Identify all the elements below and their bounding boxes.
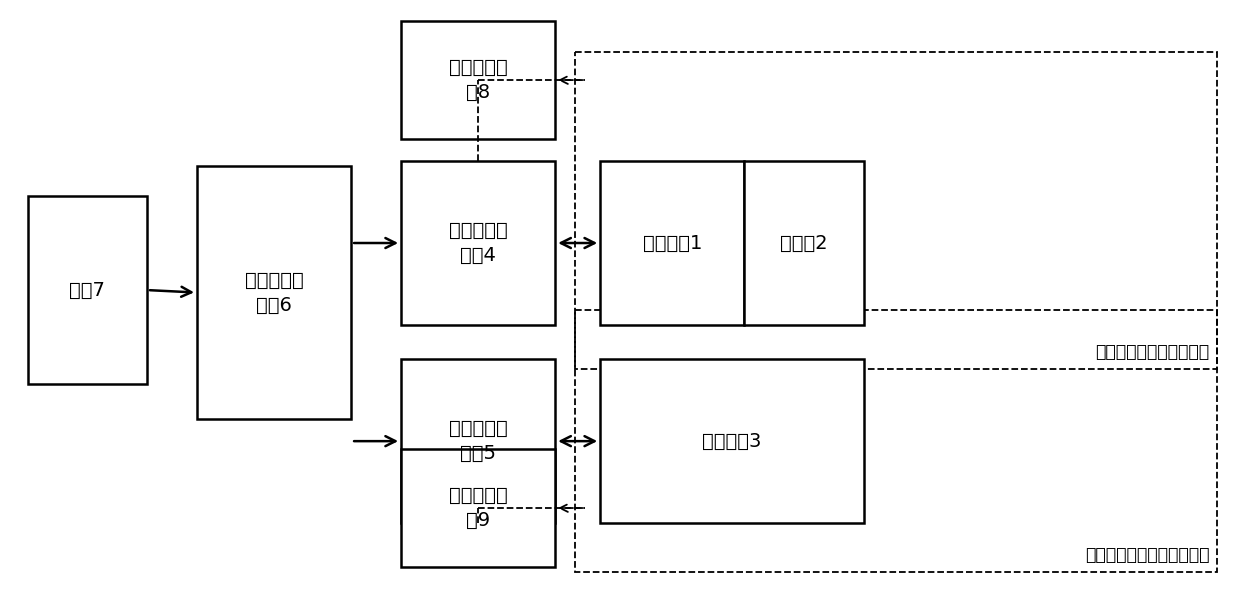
Bar [600, 359, 864, 523]
Text: 空气未形成露点的环境空间: 空气未形成露点的环境空间 [1085, 546, 1209, 565]
Bar [401, 359, 556, 523]
Bar [744, 161, 864, 325]
Text: 第三光纤耦
合器6: 第三光纤耦 合器6 [244, 271, 304, 315]
Text: 第一光纤耦
合器4: 第一光纤耦 合器4 [449, 221, 507, 265]
Bar [575, 52, 1218, 369]
Bar [27, 196, 148, 384]
Bar [401, 161, 556, 325]
Text: 进行温度调节的环境空间: 进行温度调节的环境空间 [1095, 343, 1209, 361]
Text: 第二光纤耦
合器5: 第二光纤耦 合器5 [449, 419, 507, 463]
Text: 第二光功率
计9: 第二光功率 计9 [449, 486, 507, 530]
Text: 第一光功率
计8: 第一光功率 计8 [449, 58, 507, 102]
Text: 第二光纤3: 第二光纤3 [702, 431, 761, 450]
Bar [401, 21, 556, 139]
Text: 第一光纤1: 第一光纤1 [642, 233, 702, 252]
Bar [600, 161, 744, 325]
Text: 感湿层2: 感湿层2 [780, 233, 828, 252]
Text: 光源7: 光源7 [69, 281, 105, 299]
Bar [401, 449, 556, 568]
Bar [575, 310, 1218, 572]
Bar [197, 166, 351, 419]
